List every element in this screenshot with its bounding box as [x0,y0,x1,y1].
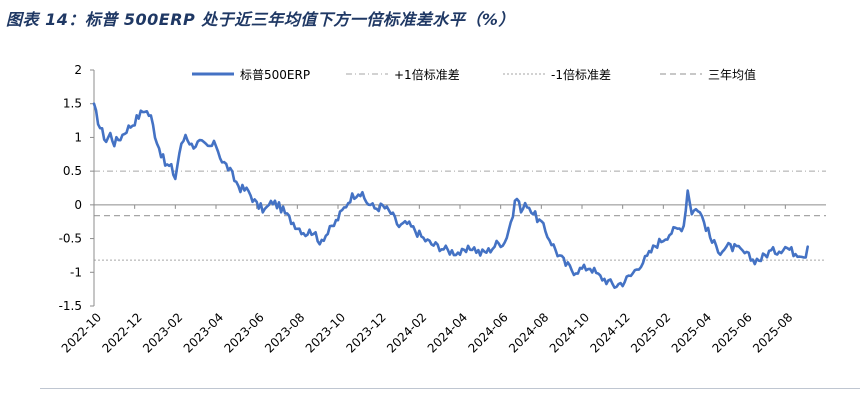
x-tick-label: 2025-02 [628,310,673,355]
x-tick-label: 2025-06 [709,310,754,355]
x-tick-label: 2023-02 [140,310,185,355]
x-tick-label: 2024-12 [587,310,632,355]
x-tick-label: 2024-02 [384,310,429,355]
x-tick-label: 2023-06 [221,310,266,355]
y-tick-label: -1 [70,265,82,279]
x-tick-label: 2022-10 [59,310,104,355]
x-tick-label: 2025-04 [669,310,714,355]
x-tick-label: 2023-04 [181,310,226,355]
x-tick-label: 2023-12 [343,310,388,355]
legend-minus-1-std-label: -1倍标准差 [551,67,611,82]
x-tick-label: 2024-10 [547,310,592,355]
legend-plus-1-std-label: +1倍标准差 [394,67,460,82]
y-tick-label: 0.5 [63,164,82,178]
x-tick-label: 2024-04 [425,310,470,355]
y-tick-label: -1.5 [59,299,82,313]
x-tick-label: 2023-10 [303,310,348,355]
y-tick-label: 2 [74,63,82,77]
x-tick-label: 2025-08 [750,310,795,355]
series-line-erp [92,102,809,289]
y-tick-label: -0.5 [59,232,82,246]
legend-mean-label: 三年均值 [708,67,756,82]
x-tick-label: 2024-08 [506,310,551,355]
x-tick-label: 2023-08 [262,310,307,355]
footer-rule [40,388,860,389]
y-tick-label: 0 [74,198,82,212]
chart-title: 图表 14：标普 500ERP 处于近三年均值下方一倍标准差水平（%） [6,10,515,29]
x-tick-label: 2024-06 [465,310,510,355]
legend-erp-label: 标普500ERP [240,68,310,82]
x-tick-label: 2022-12 [99,310,144,355]
y-tick-label: 1 [74,130,82,144]
y-tick-label: 1.5 [63,97,82,111]
